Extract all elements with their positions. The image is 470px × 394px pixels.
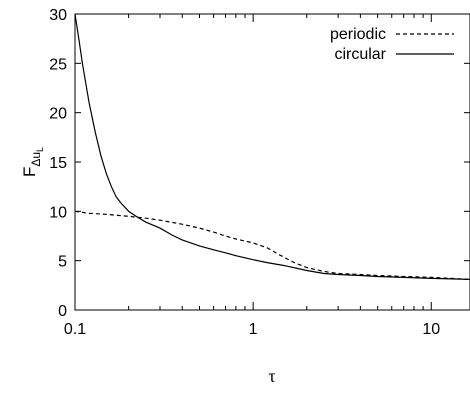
svg-text:FΔuL: FΔuL — [20, 147, 45, 177]
x-tick-label: 0.1 — [64, 321, 86, 338]
series-line-circular — [74, 13, 470, 280]
y-tick-label: 15 — [49, 155, 67, 172]
y-tick-label: 5 — [58, 254, 67, 271]
legend: periodic circular — [330, 26, 454, 63]
y-tick-label: 10 — [49, 204, 67, 221]
x-axis-label: τ — [268, 366, 275, 386]
y-axis-label: FΔuL — [20, 147, 45, 177]
ticks-layer: 0 5 10 15 20 25 30 0.1 1 10 — [49, 7, 470, 338]
plot-frame — [74, 13, 470, 311]
legend-label-circular: circular — [334, 46, 386, 63]
y-axis-label-sub: Δu — [29, 152, 43, 167]
x-tick-label: 10 — [422, 321, 440, 338]
series-layer — [74, 13, 470, 280]
y-tick-label: 20 — [49, 106, 67, 123]
y-tick-label: 30 — [49, 7, 67, 24]
x-tick-label: 1 — [249, 321, 258, 338]
y-tick-label: 0 — [58, 303, 67, 320]
y-axis-label-main: F — [20, 167, 39, 177]
legend-label-periodic: periodic — [330, 26, 386, 43]
y-axis-label-subsub: L — [35, 147, 45, 152]
series-line-periodic — [74, 210, 470, 280]
y-tick-label: 25 — [49, 56, 67, 73]
